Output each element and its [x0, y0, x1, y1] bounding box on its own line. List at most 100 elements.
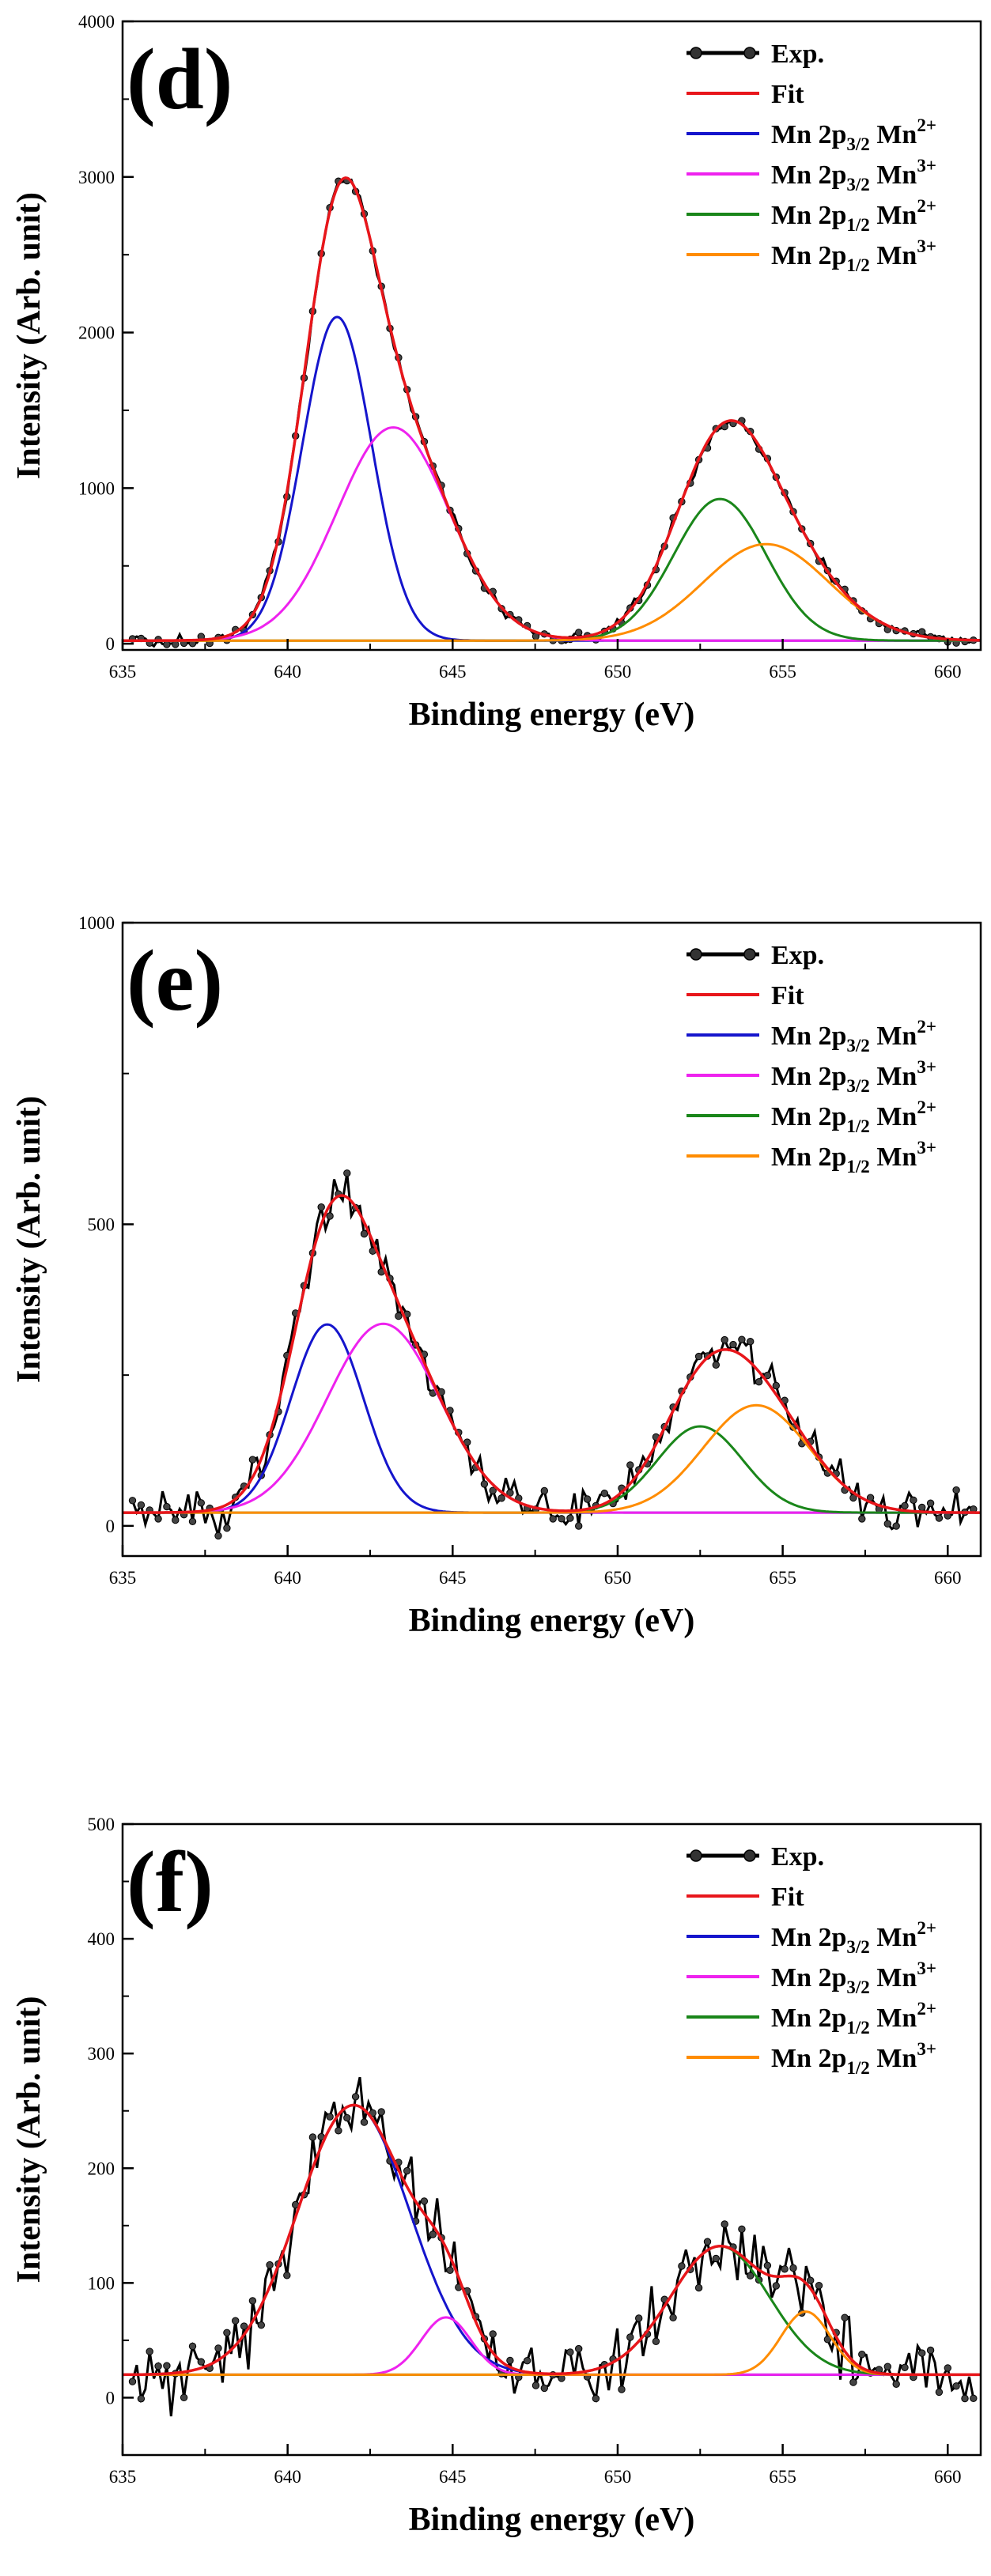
- exp-point: [257, 2321, 265, 2329]
- x-tick-label: 650: [604, 662, 632, 682]
- exp-point: [489, 1486, 497, 1494]
- exp-point: [223, 2329, 231, 2337]
- exp-point: [635, 2314, 643, 2322]
- exp-point: [197, 1499, 206, 1507]
- exp-point: [558, 1515, 565, 1523]
- plot-frame: [121, 1822, 982, 2457]
- exp-point: [910, 1496, 917, 1505]
- exp-point: [738, 2225, 746, 2234]
- exp-point: [180, 2393, 188, 2402]
- legend-label: Mn 2p1/2 Mn3+: [771, 2039, 936, 2078]
- legend-label: Fit: [771, 80, 804, 109]
- series-peak-4: [123, 542, 981, 642]
- exp-point: [523, 2357, 531, 2365]
- x-tick-label: 645: [439, 1568, 467, 1588]
- exp-point: [137, 2395, 146, 2403]
- exp-point: [172, 640, 180, 648]
- exp-point: [343, 1169, 351, 1177]
- exp-point: [823, 2336, 832, 2344]
- exp-point: [163, 2362, 171, 2370]
- exp-point: [721, 2220, 728, 2228]
- plot-frame: [121, 921, 982, 1558]
- x-tick-label: 640: [274, 662, 301, 682]
- exp-point: [772, 2282, 780, 2290]
- exp-point: [747, 2272, 755, 2279]
- exp-point: [575, 2344, 583, 2353]
- y-tick-label: 4000: [78, 12, 115, 32]
- exp-point: [360, 1229, 369, 1238]
- exp-point: [935, 1514, 944, 1522]
- exp-point: [918, 628, 926, 636]
- exp-point: [918, 2349, 926, 2357]
- legend-marker: [743, 948, 756, 961]
- y-axis-label: Intensity (Arb. unit): [11, 1996, 47, 2283]
- legend-label: Exp.: [771, 1842, 824, 1872]
- y-tick-label: 2000: [78, 323, 115, 343]
- exp-point: [369, 2109, 376, 2117]
- exp-point: [326, 2113, 334, 2121]
- legend-label: Mn 2p1/2 Mn2+: [771, 1097, 936, 1136]
- exp-point: [961, 2394, 969, 2403]
- exp-point: [712, 2254, 720, 2263]
- series-fit: [123, 176, 981, 642]
- y-tick-label: 100: [88, 2273, 115, 2293]
- chart-panel-1: 635 640 645 650 655 660 0 1000 2000 3000 4000 Bindi…: [11, 12, 982, 733]
- plot-area: [123, 2076, 981, 2417]
- exp-point: [952, 2382, 960, 2390]
- exp-point: [747, 1338, 755, 1346]
- legend-label: Mn 2p3/2 Mn2+: [771, 115, 936, 154]
- exp-point: [232, 2317, 240, 2325]
- exp-point: [883, 1520, 892, 1528]
- exp-point: [489, 2330, 497, 2338]
- legend-marker: [743, 1849, 756, 1862]
- series-peak-1: [123, 1323, 981, 1514]
- exp-point: [248, 2297, 257, 2305]
- exp-point: [154, 1515, 162, 1523]
- exp-point: [763, 2261, 772, 2270]
- exp-point: [308, 2133, 317, 2141]
- exp-point: [935, 2388, 944, 2397]
- exp-point: [531, 2381, 540, 2389]
- exp-point: [678, 2262, 686, 2270]
- exp-point: [592, 2394, 600, 2403]
- exp-point: [575, 629, 583, 636]
- exp-point: [506, 2356, 514, 2365]
- exp-point: [128, 2378, 137, 2385]
- x-tick-label: 650: [604, 1568, 632, 1588]
- x-tick-label: 655: [769, 662, 796, 682]
- exp-point: [883, 2363, 892, 2370]
- exp-point: [188, 2342, 197, 2351]
- exp-point: [540, 1486, 548, 1495]
- legend-label: Mn 2p3/2 Mn3+: [771, 1057, 936, 1096]
- legend-label: Mn 2p1/2 Mn3+: [771, 236, 936, 275]
- exp-point: [558, 2374, 565, 2382]
- x-tick-label: 660: [934, 1568, 962, 1588]
- exp-point: [952, 1486, 960, 1494]
- exp-point: [618, 2385, 626, 2393]
- exp-point: [360, 2118, 369, 2126]
- exp-point: [566, 1514, 574, 1522]
- series-exp-line: [131, 178, 974, 648]
- exp-point: [197, 2358, 206, 2366]
- exp-point: [721, 1335, 728, 1344]
- chart-panel-3: 635 640 645 650 655 660 0 100 200 300 400 500 Bindin…: [11, 1815, 982, 2538]
- legend-label: Exp.: [771, 40, 824, 69]
- exp-point: [463, 1438, 471, 1446]
- y-tick-label: 0: [106, 2388, 115, 2408]
- series-peak-2: [123, 1322, 981, 1514]
- legend-label: Fit: [771, 1883, 804, 1912]
- exp-point: [694, 1352, 703, 1361]
- x-tick-label: 660: [934, 662, 962, 682]
- exp-point: [575, 1522, 583, 1530]
- exp-point: [755, 1378, 763, 1386]
- exp-point: [901, 1501, 909, 1510]
- y-tick-label: 3000: [78, 168, 115, 187]
- exp-point: [223, 1524, 231, 1532]
- y-tick-label: 300: [88, 2044, 115, 2064]
- series-exp-line: [131, 2076, 975, 2417]
- legend-label: Mn 2p1/2 Mn2+: [771, 196, 936, 235]
- exp-point: [317, 1203, 325, 1211]
- x-tick-label: 635: [109, 2467, 137, 2487]
